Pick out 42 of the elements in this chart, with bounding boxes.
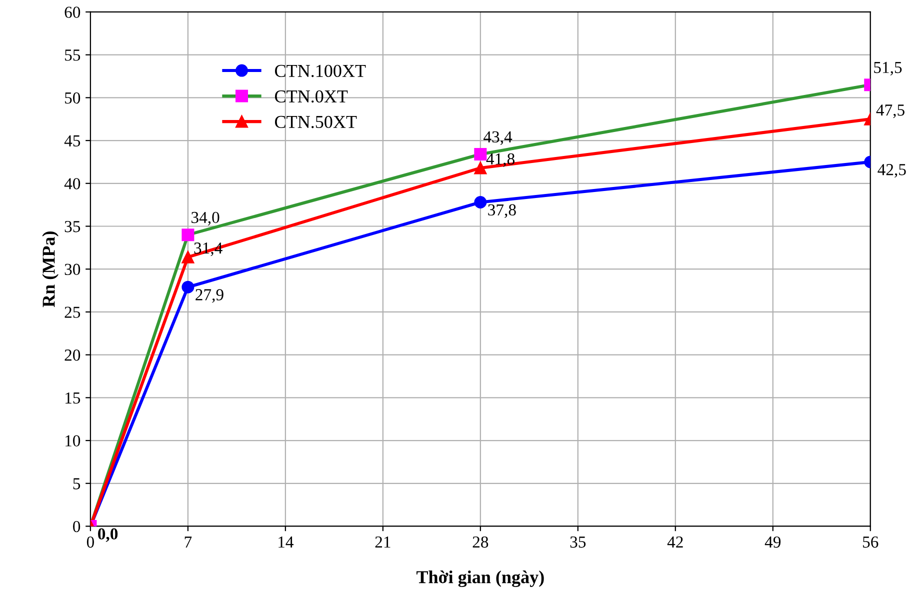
y-tick-label: 50 — [65, 92, 80, 104]
data-label: 0,0 — [98, 528, 118, 542]
y-tick-label: 15 — [66, 392, 80, 404]
point — [474, 162, 487, 174]
y-tick-label: 55 — [65, 50, 80, 61]
legend-label: CTN.100XT — [274, 64, 366, 78]
y-tick-label: 20 — [64, 350, 80, 361]
x-tick-label: 35 — [570, 536, 586, 548]
x-tick-label: 7 — [184, 536, 192, 548]
data-label: 51,5 — [874, 62, 902, 76]
point — [182, 250, 194, 264]
data-label: 37,8 — [488, 204, 516, 218]
x-tick-label: 49 — [764, 536, 781, 548]
x-tick-label: 21 — [375, 536, 390, 548]
data-label: 27,9 — [196, 289, 224, 303]
y-tick-label: 45 — [64, 135, 80, 146]
y-tick-label: 40 — [64, 178, 80, 190]
legend-label: CTN.0XT — [274, 90, 348, 103]
y-tick-label: 30 — [64, 264, 80, 276]
data-label: 43,4 — [484, 131, 512, 145]
legend-label: CTN.50XT — [274, 116, 357, 128]
y-tick-label: 60 — [64, 6, 80, 18]
x-tick-label: 42 — [667, 536, 683, 548]
point — [474, 148, 487, 160]
y-axis-title: Rn (MPa) — [42, 232, 59, 308]
point — [182, 280, 194, 294]
data-label: 41,8 — [486, 153, 515, 167]
data-label: 47,5 — [876, 104, 904, 118]
y-tick-label: 10 — [66, 435, 80, 446]
data-label: 34,0 — [192, 212, 220, 226]
y-tick-label: 0 — [73, 520, 80, 532]
y-tick-label: 5 — [73, 478, 80, 490]
y-tick-label: 25 — [64, 306, 80, 318]
x-tick-label: 14 — [278, 536, 294, 548]
point — [474, 196, 487, 208]
y-tick-label: 35 — [64, 220, 80, 232]
point — [182, 228, 194, 242]
x-axis-title: Thời gian (ngày) — [416, 570, 544, 588]
x-tick-label: 28 — [472, 536, 488, 548]
x-tick-label: 56 — [863, 536, 878, 548]
data-label: 42,5 — [878, 164, 906, 178]
x-tick-label: 0 — [86, 536, 94, 548]
